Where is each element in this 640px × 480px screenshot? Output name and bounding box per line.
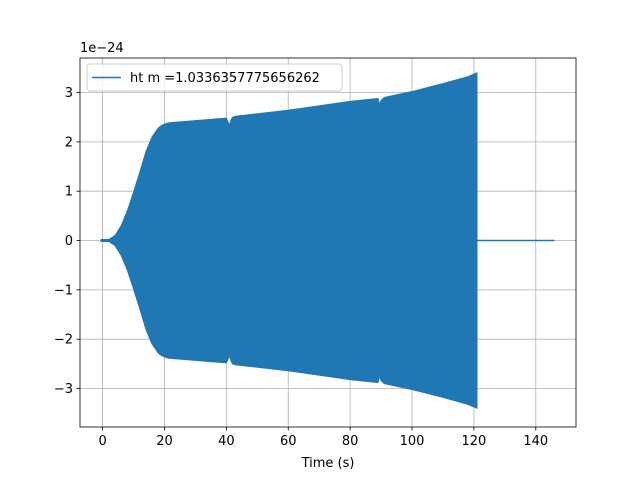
y-tick-label: −2 bbox=[54, 333, 73, 348]
y-tick-label: −3 bbox=[54, 382, 73, 397]
legend: ht m =1.0336357775656262 bbox=[86, 63, 343, 92]
y-tick-label: 3 bbox=[65, 86, 73, 101]
series-envelope bbox=[100, 72, 478, 409]
x-tick-label: 20 bbox=[156, 434, 173, 449]
legend-box bbox=[86, 63, 343, 92]
x-tick-label: 0 bbox=[98, 434, 106, 449]
y-tick-label: 2 bbox=[65, 135, 73, 150]
x-tick-label: 40 bbox=[218, 434, 235, 449]
x-tick-label: 100 bbox=[400, 434, 425, 449]
series-layer bbox=[100, 72, 555, 409]
x-tick-label: 120 bbox=[461, 434, 486, 449]
y-tick-label: 1 bbox=[65, 185, 73, 200]
y-tick-label: −1 bbox=[54, 283, 73, 298]
x-tick-label: 60 bbox=[280, 434, 297, 449]
x-axis: 0 20 40 60 80 100 120 140 bbox=[98, 427, 548, 449]
y-tick-label: 0 bbox=[65, 234, 73, 249]
x-axis-label: Time (s) bbox=[301, 456, 355, 471]
x-tick-label: 140 bbox=[523, 434, 548, 449]
y-axis: 3 2 1 0 −1 −2 −3 bbox=[54, 86, 80, 397]
y-offset-label: 1e−24 bbox=[80, 41, 124, 56]
legend-label: ht m =1.0336357775656262 bbox=[130, 71, 320, 86]
x-tick-label: 80 bbox=[342, 434, 359, 449]
plot-frame bbox=[79, 57, 577, 428]
